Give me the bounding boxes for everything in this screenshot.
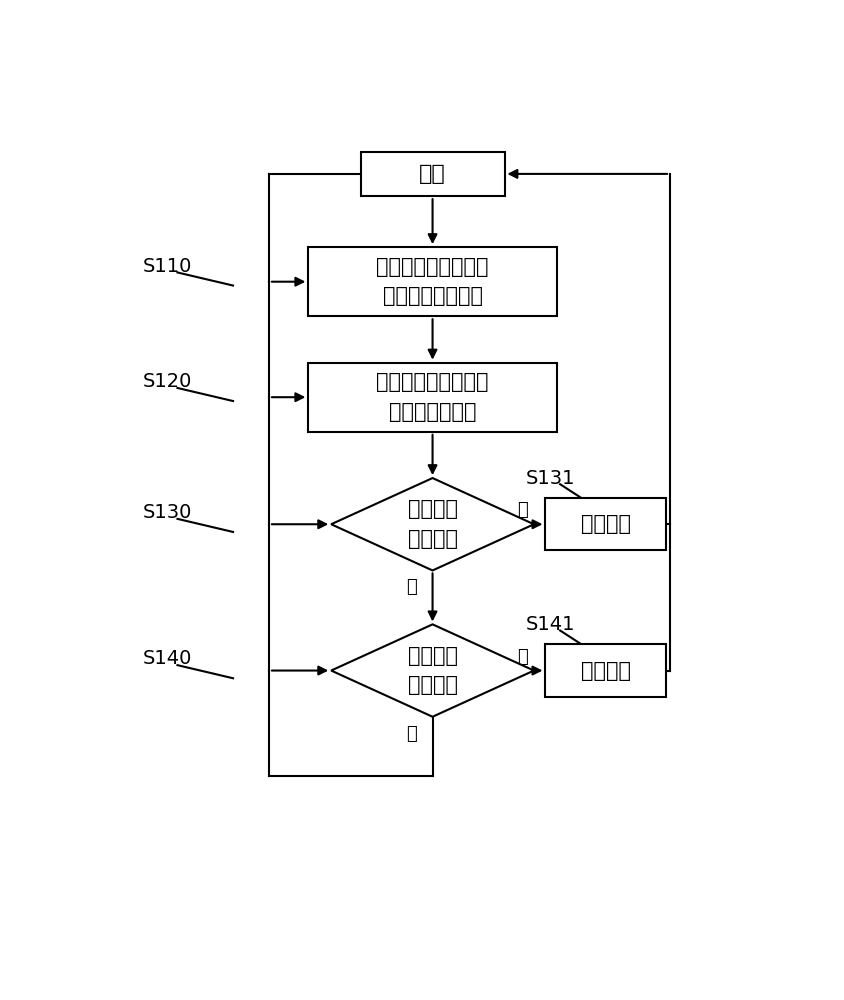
Text: 加强加热: 加强加热 [581, 661, 630, 681]
FancyBboxPatch shape [360, 152, 505, 196]
Text: 是: 是 [517, 648, 528, 666]
Text: S110: S110 [143, 257, 192, 276]
Text: 否: 否 [406, 578, 417, 596]
Polygon shape [331, 624, 534, 717]
Text: S131: S131 [526, 469, 575, 488]
Text: 开始: 开始 [419, 164, 446, 184]
Text: 预测电池
温度过低: 预测电池 温度过低 [408, 646, 457, 695]
FancyBboxPatch shape [545, 644, 667, 697]
Text: 确定工况推算温度变
化趋势采取策略: 确定工况推算温度变 化趋势采取策略 [376, 372, 489, 422]
FancyBboxPatch shape [308, 247, 557, 316]
Polygon shape [331, 478, 534, 570]
Text: S130: S130 [143, 503, 192, 522]
FancyBboxPatch shape [308, 363, 557, 432]
Text: 是: 是 [517, 501, 528, 519]
Text: 预测电池
温度过高: 预测电池 温度过高 [408, 499, 457, 549]
Text: 否: 否 [406, 725, 417, 743]
FancyBboxPatch shape [545, 498, 667, 550]
Text: S141: S141 [526, 615, 575, 634]
Text: S140: S140 [143, 650, 192, 668]
Text: S120: S120 [143, 372, 192, 391]
Text: 温度传感器对电池和
环境温度进行采集: 温度传感器对电池和 环境温度进行采集 [376, 257, 489, 306]
Text: 加强散热: 加强散热 [581, 514, 630, 534]
